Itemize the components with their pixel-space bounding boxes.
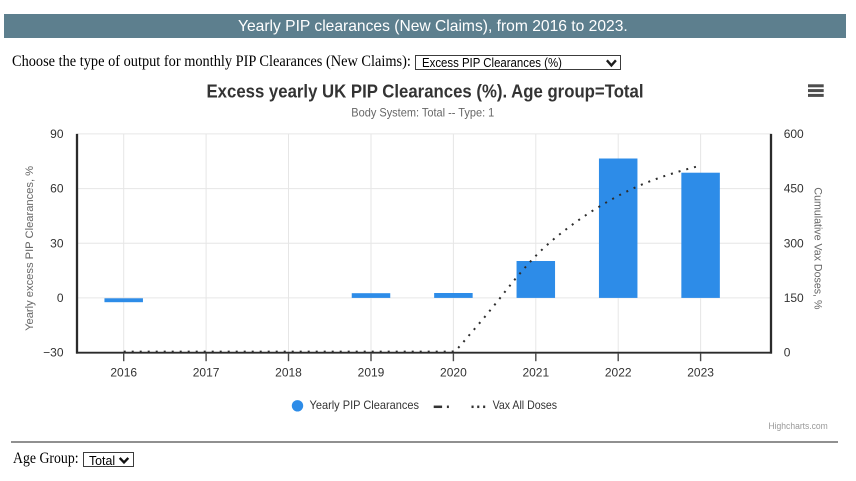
svg-text:90: 90 — [50, 127, 64, 141]
svg-text:2022: 2022 — [605, 366, 632, 380]
svg-text:2021: 2021 — [522, 366, 549, 380]
svg-text:60: 60 — [50, 182, 64, 196]
svg-text:0: 0 — [784, 346, 791, 360]
svg-text:Vax All Doses: Vax All Doses — [493, 398, 557, 412]
svg-text:Cumulative Vax Doses, %: Cumulative Vax Doses, % — [812, 187, 824, 309]
svg-text:Highcharts.com: Highcharts.com — [769, 421, 828, 431]
svg-text:600: 600 — [784, 127, 804, 141]
svg-text:Excess yearly UK PIP Clearance: Excess yearly UK PIP Clearances (%). Age… — [207, 81, 644, 101]
svg-text:−30: −30 — [43, 346, 64, 360]
svg-text:2017: 2017 — [193, 366, 220, 380]
svg-text:2016: 2016 — [110, 366, 137, 380]
svg-text:Yearly PIP Clearances: Yearly PIP Clearances — [310, 398, 420, 412]
svg-text:Body System: Total -- Type: 1: Body System: Total -- Type: 1 — [351, 105, 494, 119]
svg-text:2018: 2018 — [275, 366, 302, 380]
svg-text:2023: 2023 — [687, 366, 714, 380]
svg-text:2020: 2020 — [440, 366, 467, 380]
svg-text:2019: 2019 — [358, 366, 385, 380]
svg-text:150: 150 — [784, 291, 804, 305]
svg-text:30: 30 — [50, 236, 64, 250]
svg-text:0: 0 — [57, 291, 64, 305]
svg-text:450: 450 — [784, 182, 804, 196]
svg-text:300: 300 — [784, 236, 804, 250]
svg-text:Yearly excess PIP Clearances,: Yearly excess PIP Clearances, % — [24, 166, 36, 331]
